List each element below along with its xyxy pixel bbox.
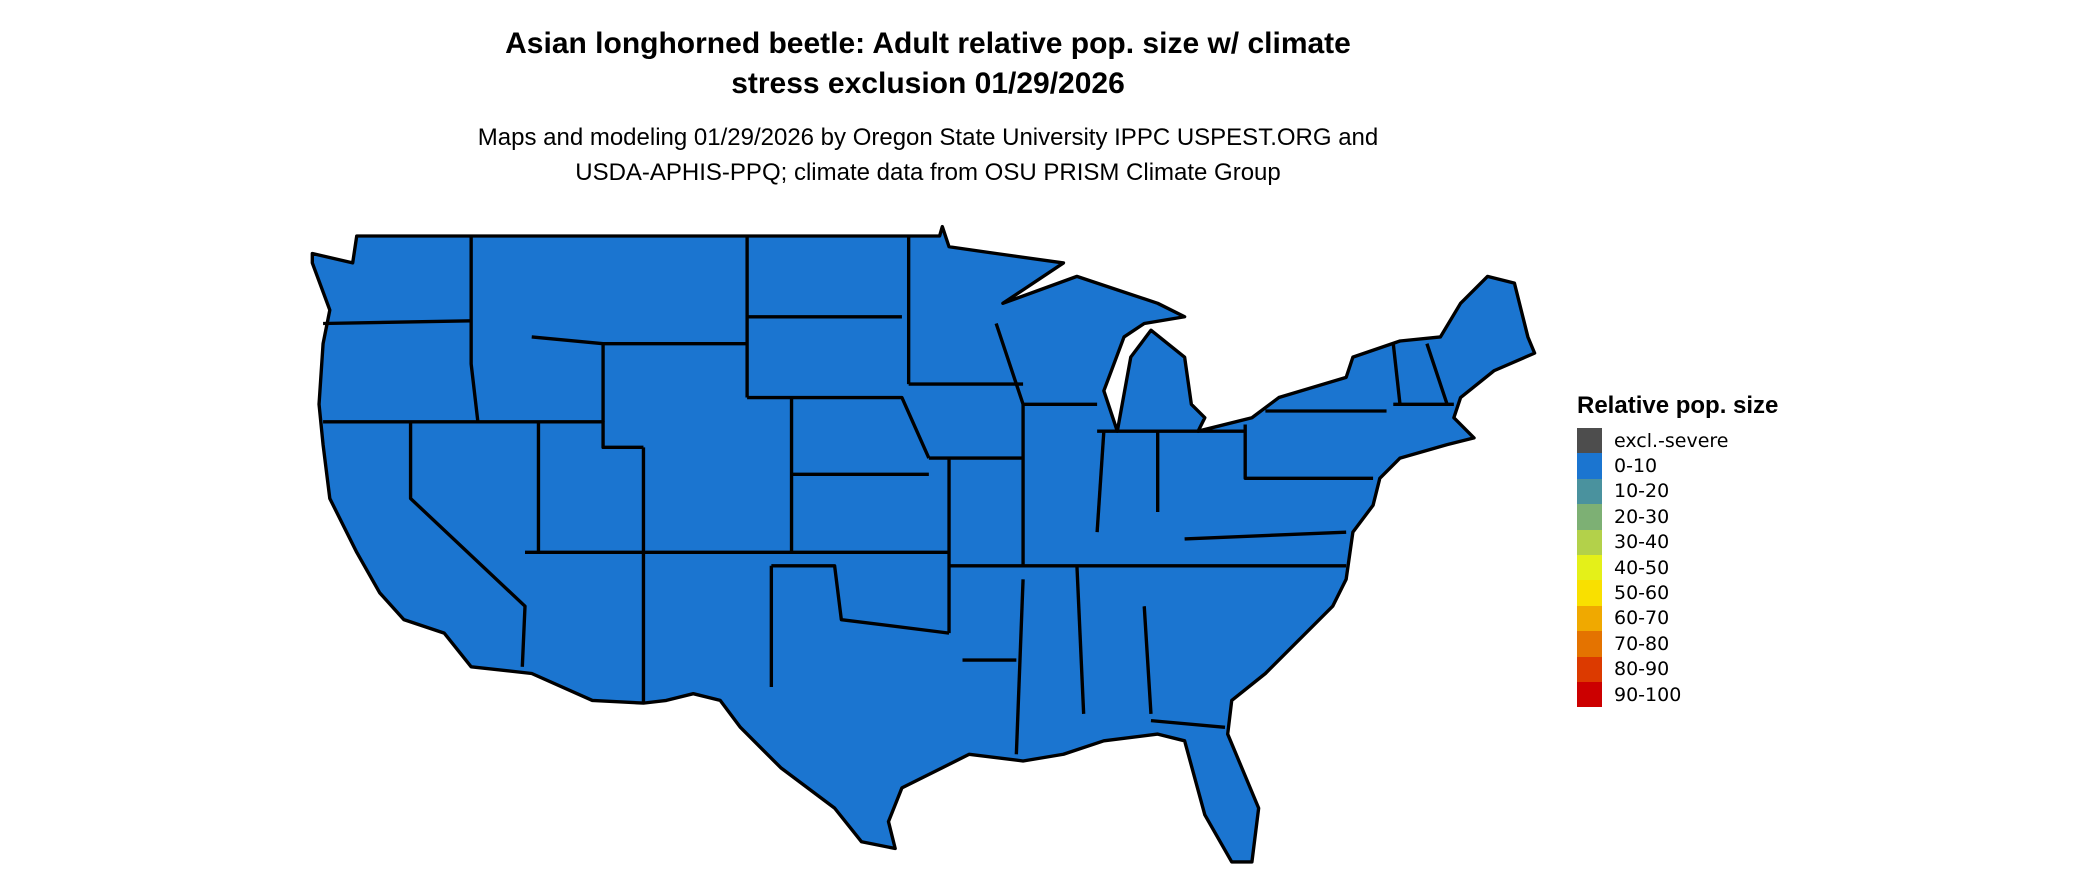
state-border [747, 395, 931, 459]
map-subtitle-line-1: Maps and modeling 01/29/2026 by Oregon S… [477, 124, 1379, 151]
state-border [1243, 424, 1374, 480]
legend-item: 70-80 [1577, 631, 1778, 657]
state-border [323, 319, 472, 326]
state-border [1014, 579, 1025, 755]
state-border [323, 420, 644, 450]
legend-swatch [1577, 428, 1602, 454]
legend-label: 80-90 [1614, 658, 1670, 681]
state-border [1391, 343, 1402, 405]
legend-item: 60-70 [1577, 605, 1778, 632]
state-border [408, 421, 527, 667]
legend-title: Relative pop. size [1577, 392, 1779, 419]
legend-swatch [1577, 580, 1602, 606]
state-border [469, 235, 480, 422]
legend-label: 10-20 [1614, 480, 1670, 503]
state-border [1095, 431, 1106, 533]
legend-swatch [1577, 631, 1602, 657]
legend-label: 50-60 [1614, 582, 1670, 605]
legend-label: 0-10 [1614, 455, 1658, 478]
legend-swatch [1577, 656, 1602, 682]
state-border [1425, 343, 1449, 405]
state-border [1184, 530, 1347, 541]
legend: Relative pop. size excl.-severe 0-10 10-20… [1577, 392, 1779, 708]
legend-swatch [1577, 681, 1602, 708]
state-border [1075, 565, 1086, 714]
us-outline [310, 224, 1537, 864]
state-border [1150, 718, 1226, 730]
legend-item: 10-20 [1577, 478, 1778, 505]
legend-label: 60-70 [1614, 607, 1670, 630]
legend-item: 50-60 [1577, 580, 1778, 606]
legend-swatch [1577, 605, 1602, 632]
map-title-line-2: stress exclusion 01/29/2026 [731, 67, 1125, 100]
legend-swatch [1577, 529, 1602, 555]
legend-swatch [1577, 504, 1602, 530]
legend-label: 40-50 [1614, 556, 1670, 579]
legend-item: 30-40 [1577, 529, 1778, 555]
state-border [1142, 606, 1153, 714]
legend-items: excl.-severe 0-10 10-20 20-30 30-40 40-50 50-6… [1577, 428, 1778, 708]
state-border [994, 322, 1098, 406]
map-subtitle-line-2: USDA-APHIS-PPQ; climate data from OSU PR… [575, 159, 1281, 186]
map-title: Asian longhorned beetle: Adult relative … [0, 24, 1856, 104]
legend-swatch [1577, 554, 1602, 581]
map-title-line-1: Asian longhorned beetle: Adult relative … [505, 27, 1351, 60]
legend-swatch [1577, 453, 1602, 479]
state-border [771, 564, 950, 635]
state-borders [323, 235, 1454, 755]
legend-item: 20-30 [1577, 504, 1778, 530]
legend-item: 0-10 [1577, 453, 1778, 479]
legend-label: 70-80 [1614, 632, 1670, 655]
legend-label: 20-30 [1614, 505, 1670, 528]
legend-item: excl.-severe [1577, 428, 1778, 454]
legend-label: excl.-severe [1614, 429, 1729, 452]
legend-item: 40-50 [1577, 554, 1778, 581]
legend-item: 80-90 [1577, 656, 1778, 682]
legend-label: 90-100 [1614, 683, 1682, 706]
map-subtitle: Maps and modeling 01/29/2026 by Oregon S… [0, 120, 1856, 190]
legend-item: 90-100 [1577, 681, 1778, 708]
legend-label: 30-40 [1614, 531, 1670, 554]
legend-swatch [1577, 478, 1602, 505]
